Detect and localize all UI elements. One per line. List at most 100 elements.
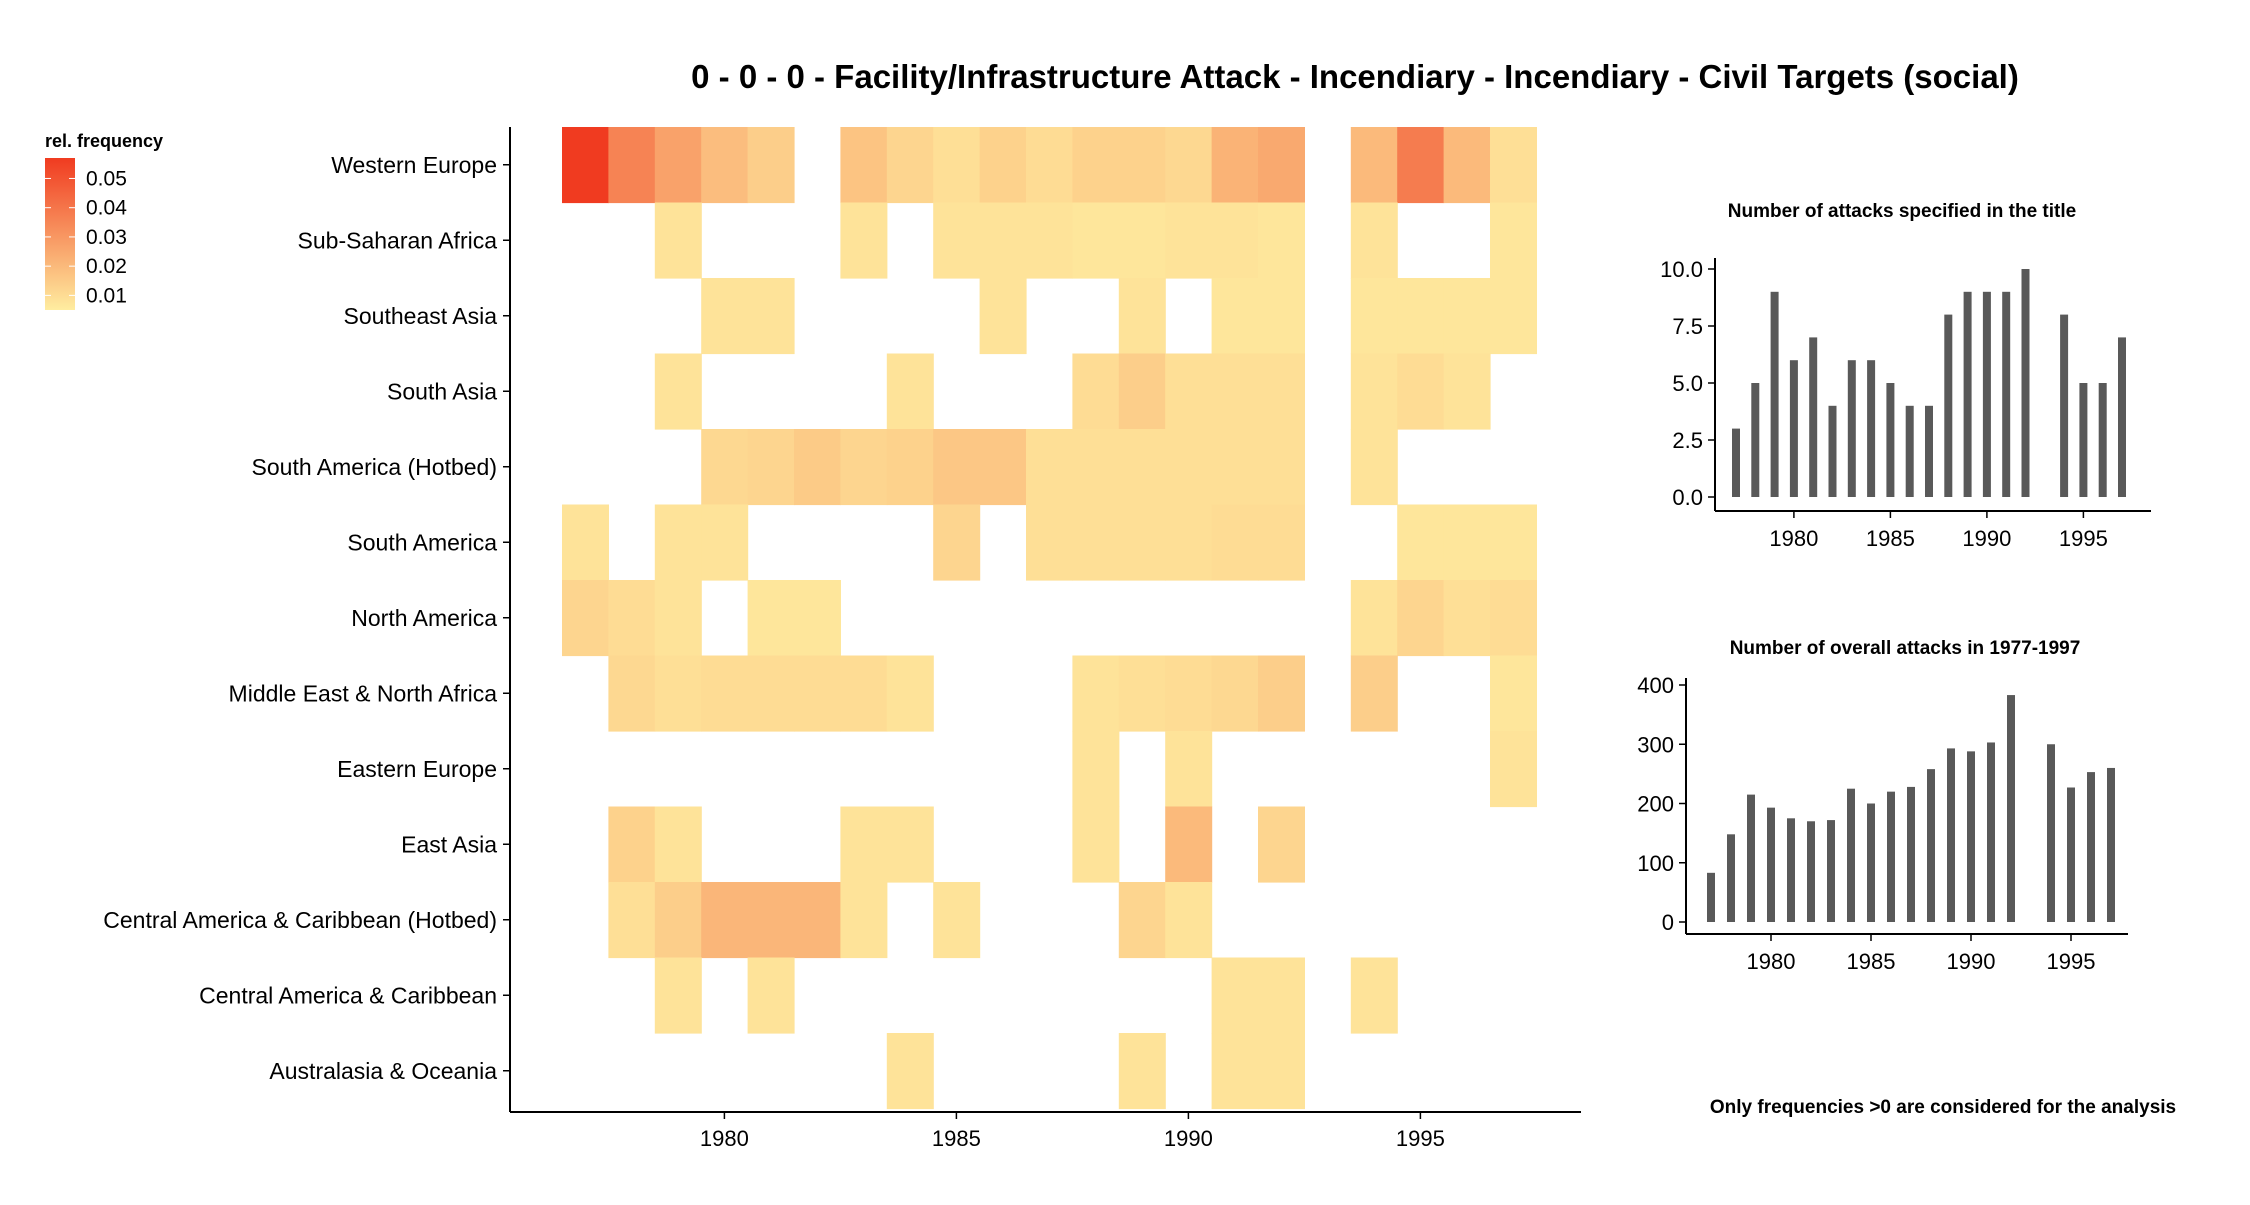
heatmap-cell-south-america-1977 <box>562 504 609 581</box>
footnote: Only frequencies >0 are considered for t… <box>1710 1097 2176 1118</box>
legend-ticks: 0.05 0.04 0.03 0.02 0.01 <box>45 167 127 307</box>
bar-chart-overall-axes: 0 100 200 300 400 1980 1985 1990 1995 <box>1637 673 2095 974</box>
heatmap-cell-east-asia-1978 <box>608 806 656 883</box>
heatmap-cell-south-america-hotbed--1991 <box>1211 429 1259 506</box>
bar-chart-specified-bar-1991 <box>2002 291 2011 497</box>
heatmap-cell-south-america-1991 <box>1211 504 1259 581</box>
heatmap-cell-sub-saharan-africa-1986 <box>979 202 1027 279</box>
heatmap-cell-central-america-caribbean-1992 <box>1258 957 1305 1034</box>
heatmap-cell-north-america-1981 <box>747 580 795 657</box>
bar-chart-overall-title: Number of overall attacks in 1977-1997 <box>1730 638 2081 659</box>
bar-chart-overall-x-tick-label: 1995 <box>2047 949 2096 974</box>
heatmap-y-label: South America (Hotbed) <box>252 454 497 480</box>
bar-chart-specified-bar-1981 <box>1809 337 1818 497</box>
heatmap-cell-south-asia-1995 <box>1397 353 1445 430</box>
heatmap-y-label: North America <box>351 605 497 631</box>
bar-chart-overall-bar-1997 <box>2107 767 2115 922</box>
heatmap-cell-western-europe-1987 <box>1026 127 1073 204</box>
heatmap-cell-australasia-oceania-1989 <box>1118 1033 1166 1110</box>
bar-chart-specified-x-tick-label: 1980 <box>1769 526 1818 551</box>
heatmap-cell-sub-saharan-africa-1997 <box>1490 202 1537 279</box>
heatmap-cell-middle-east-north-africa-1992 <box>1258 655 1305 732</box>
bar-chart-overall-bar-1989 <box>1947 748 1955 922</box>
heatmap-cell-sub-saharan-africa-1990 <box>1165 202 1213 279</box>
bar-chart-overall-bar-1985 <box>1867 803 1875 922</box>
heatmap-y-label: Eastern Europe <box>337 756 497 782</box>
heatmap-cell-southeast-asia-1997 <box>1490 278 1537 355</box>
bar-chart-specified-title: Number of attacks specified in the title <box>1728 201 2076 222</box>
bar-chart-overall-bar-1978 <box>1727 834 1735 922</box>
heatmap-cell-south-america-hotbed--1992 <box>1258 429 1305 506</box>
heatmap-cell-central-america-caribbean-hotbed--1983 <box>840 882 888 959</box>
heatmap-cell-middle-east-north-africa-1978 <box>608 655 656 732</box>
heatmap-cell-central-america-caribbean-1994 <box>1350 957 1398 1034</box>
heatmap-cell-east-asia-1992 <box>1258 806 1305 883</box>
heatmap-cell-south-america-hotbed--1994 <box>1350 429 1398 506</box>
heatmap-cell-south-america-1988 <box>1072 504 1120 581</box>
bar-chart-overall-bar-1991 <box>1987 742 1995 922</box>
heatmap-cell-south-america-hotbed--1982 <box>794 429 841 506</box>
bar-chart-overall-bar-1984 <box>1847 788 1855 922</box>
heatmap-x-label: 1980 <box>700 1126 749 1151</box>
heatmap-cell-middle-east-north-africa-1983 <box>840 655 888 732</box>
bar-chart-specified-bar-1992 <box>2021 269 2030 497</box>
bar-chart-overall-bar-1982 <box>1807 821 1815 922</box>
legend: rel. frequency 0.05 0.04 0.03 0.02 0.01 <box>45 131 163 310</box>
heatmap-y-label: Western Europe <box>331 152 497 178</box>
heatmap-cell-southeast-asia-1996 <box>1443 278 1491 355</box>
bar-chart-specified-bar-1997 <box>2118 337 2126 497</box>
heatmap-cell-north-america-1994 <box>1350 580 1398 657</box>
legend-title: rel. frequency <box>45 131 163 151</box>
bar-chart-overall-bar-1987 <box>1907 786 1915 922</box>
heatmap-cell-north-america-1995 <box>1397 580 1445 657</box>
heatmap-cell-south-asia-1988 <box>1072 353 1120 430</box>
heatmap-cell-east-asia-1984 <box>886 806 934 883</box>
heatmap-cell-south-america-1992 <box>1258 504 1305 581</box>
bar-chart-specified-y-tick-label: 0.0 <box>1672 485 1703 510</box>
bar-chart-overall-bar-1990 <box>1967 751 1975 922</box>
bar-chart-specified-bar-1978 <box>1751 383 1760 497</box>
heatmap-cell-south-asia-1991 <box>1211 353 1259 430</box>
heatmap-cell-western-europe-1977 <box>562 127 609 204</box>
heatmap-cell-south-america-hotbed--1990 <box>1165 429 1213 506</box>
heatmap-cell-australasia-oceania-1991 <box>1211 1033 1259 1110</box>
heatmap-cell-southeast-asia-1991 <box>1211 278 1259 355</box>
heatmap-cell-south-america-1997 <box>1490 504 1537 581</box>
heatmap-cell-south-america-hotbed--1989 <box>1118 429 1166 506</box>
bar-chart-overall-x-tick-label: 1980 <box>1747 949 1796 974</box>
bar-chart-overall-bar-1995 <box>2067 787 2075 922</box>
heatmap-cell-south-america-1996 <box>1443 504 1491 581</box>
bar-chart-specified-x-tick-label: 1995 <box>2059 526 2108 551</box>
heatmap-x-label: 1985 <box>932 1126 981 1151</box>
heatmap-cell-south-america-hotbed--1986 <box>979 429 1027 506</box>
bar-chart-overall-y-tick-label: 200 <box>1637 792 1674 817</box>
heatmap-cell-western-europe-1991 <box>1211 127 1259 204</box>
bar-chart-overall-x-tick-label: 1985 <box>1847 949 1896 974</box>
heatmap-cell-western-europe-1981 <box>747 127 795 204</box>
heatmap-cell-south-america-1995 <box>1397 504 1445 581</box>
legend-tick-label: 0.04 <box>86 197 127 220</box>
bar-chart-overall: Number of overall attacks in 1977-1997 0… <box>1637 638 2128 974</box>
heatmap-cell-north-america-1977 <box>562 580 609 657</box>
bar-chart-specified-y-tick-label: 7.5 <box>1672 314 1703 339</box>
heatmap-y-label: East Asia <box>401 831 497 857</box>
heatmap-cell-central-america-caribbean-hotbed--1985 <box>933 882 981 959</box>
legend-tick-label: 0.02 <box>86 255 127 278</box>
bar-chart-overall-bar-1992 <box>2007 695 2015 922</box>
legend-tick-label: 0.05 <box>86 167 127 190</box>
heatmap-cell-south-america-hotbed--1985 <box>933 429 981 506</box>
heatmap-cell-southeast-asia-1989 <box>1118 278 1166 355</box>
heatmap-cell-western-europe-1978 <box>608 127 656 204</box>
heatmap-cell-south-america-hotbed--1987 <box>1026 429 1073 506</box>
bar-chart-overall-x-tick-label: 1990 <box>1947 949 1996 974</box>
heatmap-cell-east-asia-1988 <box>1072 806 1120 883</box>
heatmap-cell-western-europe-1996 <box>1443 127 1491 204</box>
heatmap-cell-australasia-oceania-1984 <box>886 1033 934 1110</box>
heatmap-cell-western-europe-1980 <box>701 127 749 204</box>
heatmap-cell-central-america-caribbean-hotbed--1981 <box>747 882 795 959</box>
heatmap-y-label: Sub-Saharan Africa <box>298 227 498 253</box>
heatmap-cell-south-asia-1989 <box>1118 353 1166 430</box>
bar-chart-overall-bar-1977 <box>1707 872 1715 922</box>
heatmap-cell-sub-saharan-africa-1994 <box>1350 202 1398 279</box>
